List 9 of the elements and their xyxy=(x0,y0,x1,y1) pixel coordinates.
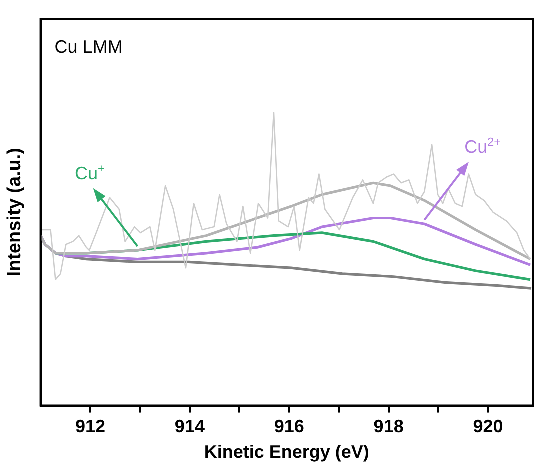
x-tick-label: 914 xyxy=(174,416,205,437)
x-tick-label: 918 xyxy=(374,416,404,437)
x-tick-label: 916 xyxy=(274,416,304,437)
text: Cu LMM xyxy=(54,37,123,57)
y-axis-title: Intensity (a.u.) xyxy=(4,148,26,277)
text: Cu+ xyxy=(74,162,105,184)
x-tick-label: 912 xyxy=(75,416,106,437)
x-axis-title: Kinetic Energy (eV) xyxy=(204,442,370,462)
x-tick-label: 920 xyxy=(473,416,504,437)
